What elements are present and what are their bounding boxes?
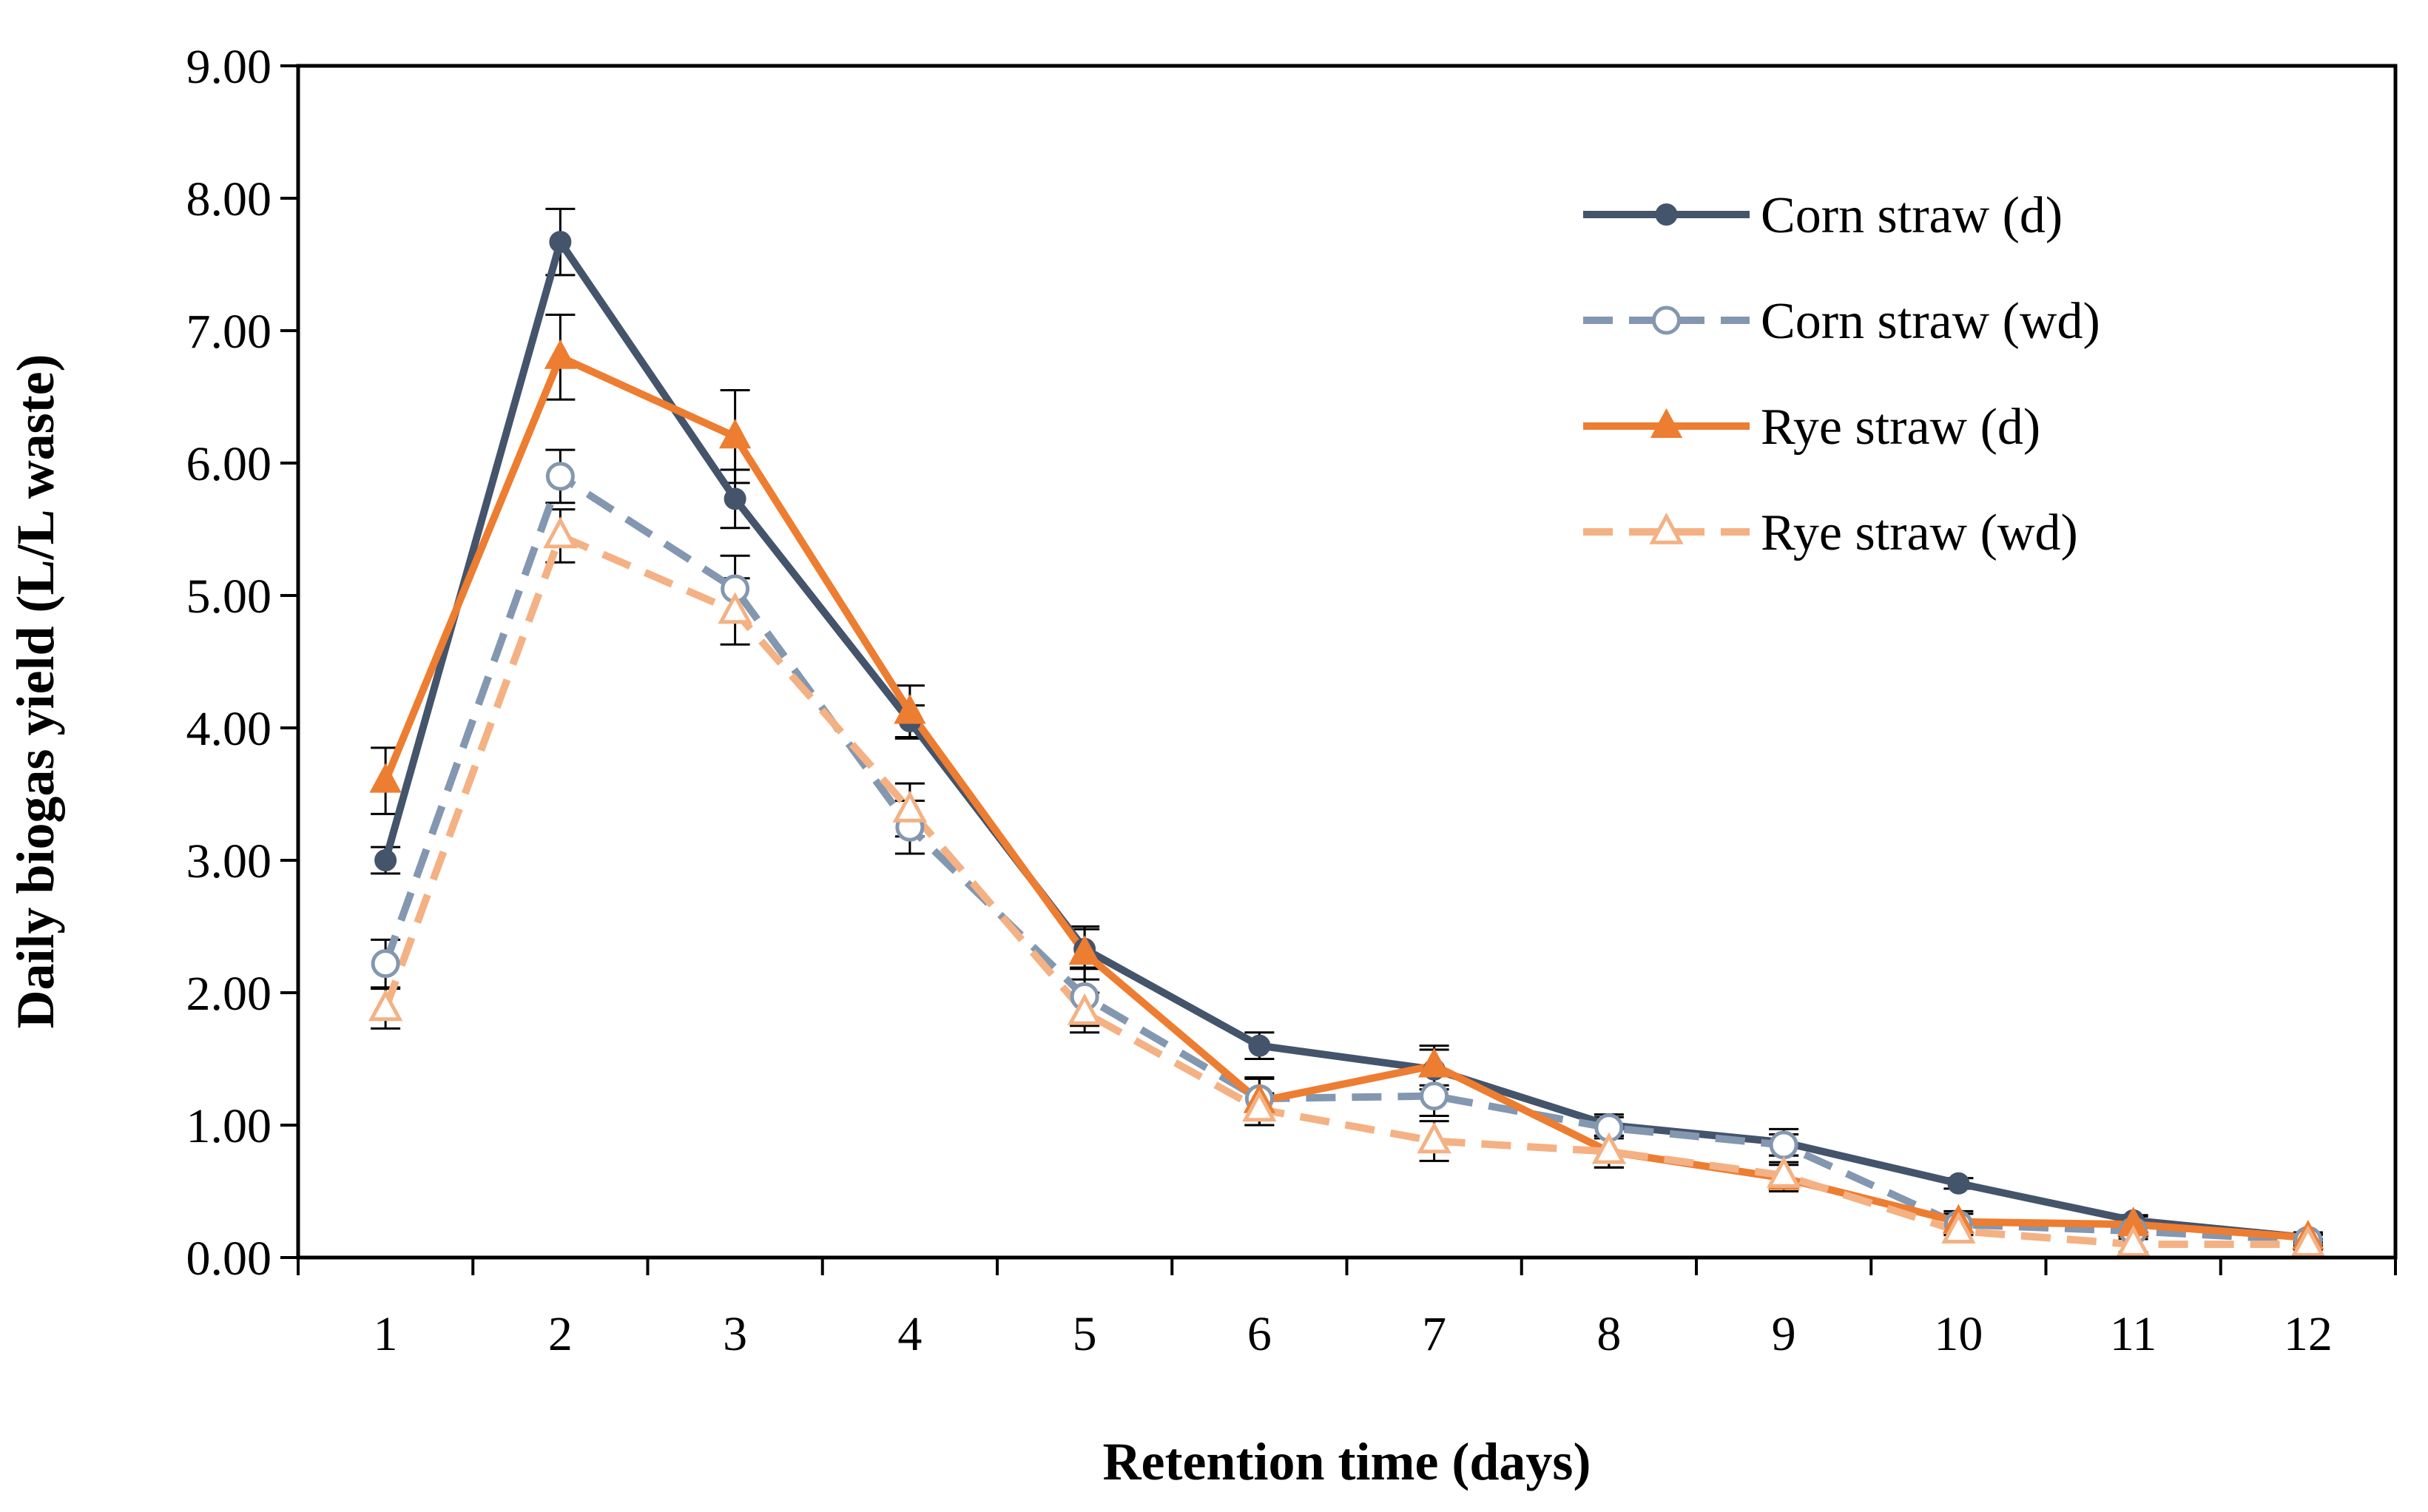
x-tick-label: 7 xyxy=(1422,1307,1446,1361)
y-tick-label: 8.00 xyxy=(186,172,272,226)
y-tick-label: 5.00 xyxy=(186,570,272,624)
y-tick-label: 2.00 xyxy=(186,967,272,1021)
x-tick-label: 1 xyxy=(374,1307,398,1361)
data-point xyxy=(1067,993,1102,1025)
data-point xyxy=(369,763,402,793)
x-tick-label: 12 xyxy=(2284,1307,2333,1361)
data-point xyxy=(1941,1212,1976,1243)
legend-marker xyxy=(1649,512,1684,544)
data-point xyxy=(2290,1224,2326,1257)
x-tick-label: 8 xyxy=(1596,1307,1621,1361)
y-tick-label: 7.00 xyxy=(186,305,272,359)
data-point xyxy=(718,592,752,624)
data-point xyxy=(1769,1130,1798,1160)
legend-item: Corn straw (wd) xyxy=(1583,293,2100,350)
legend-label: Rye straw (wd) xyxy=(1761,504,2078,561)
data-point xyxy=(1420,1081,1449,1111)
y-tick-label: 6.00 xyxy=(186,437,272,491)
legend: Corn straw (d) Corn straw (wd) Rye straw (… xyxy=(1583,187,2100,561)
y-tick-label: 9.00 xyxy=(186,40,272,94)
axes-layer: 0.00 1.00 2.00 3.00 4.00 5.00 6.00 7.00 8.00 9.00… xyxy=(186,40,2397,1361)
data-point xyxy=(718,419,752,449)
data-point xyxy=(1947,1172,1970,1195)
y-tick-label: 0.00 xyxy=(186,1232,272,1286)
legend-marker xyxy=(1655,203,1678,226)
error-bars-layer xyxy=(371,207,2323,1254)
data-point xyxy=(368,989,403,1022)
data-point xyxy=(1591,1132,1627,1164)
x-tick-label: 9 xyxy=(1772,1307,1796,1361)
x-tick-label: 5 xyxy=(1073,1307,1097,1361)
legend-marker xyxy=(1652,306,1681,335)
data-point xyxy=(724,487,746,510)
series-markers-layer xyxy=(368,231,2326,1257)
x-tick-label: 6 xyxy=(1247,1307,1272,1361)
y-axis-title: Daily biogas yield (L/L waste) xyxy=(6,354,65,1028)
data-point xyxy=(371,949,400,979)
x-tick-label: 10 xyxy=(1934,1307,1983,1361)
x-tick-label: 11 xyxy=(2110,1307,2157,1361)
data-point xyxy=(545,462,575,491)
data-point xyxy=(374,849,397,871)
series-line-3 xyxy=(382,353,2309,1242)
legend-marker xyxy=(1650,408,1683,438)
data-point xyxy=(543,516,578,549)
x-tick-label: 3 xyxy=(723,1307,747,1361)
plot-area-frame xyxy=(296,64,2398,1260)
legend-label: Rye straw (d) xyxy=(1761,399,2040,456)
x-tick-label: 2 xyxy=(548,1307,573,1361)
data-point xyxy=(1242,1090,1277,1122)
legend-item: Rye straw (d) xyxy=(1583,399,2040,456)
legend-label: Corn straw (d) xyxy=(1761,187,2063,244)
data-point xyxy=(544,339,577,369)
y-tick-label: 4.00 xyxy=(186,702,272,756)
series-line-4 xyxy=(382,532,2308,1249)
data-point xyxy=(2116,1224,2151,1257)
y-tick-label: 3.00 xyxy=(186,834,272,888)
data-point xyxy=(1068,935,1101,965)
x-tick-label: 4 xyxy=(897,1307,922,1361)
x-axis-title: Retention time (days) xyxy=(1103,1432,1591,1491)
data-point xyxy=(1417,1121,1451,1154)
data-point xyxy=(894,694,926,724)
legend-item: Rye straw (wd) xyxy=(1583,504,2078,561)
data-point xyxy=(1417,1047,1451,1078)
legend-label: Corn straw (wd) xyxy=(1761,293,2100,350)
legend-item: Corn straw (d) xyxy=(1583,187,2063,244)
data-point xyxy=(1248,1034,1271,1057)
data-point xyxy=(1766,1155,1801,1188)
data-point xyxy=(549,231,572,254)
data-point xyxy=(892,790,928,823)
series-lines-layer xyxy=(382,238,2309,1249)
y-tick-label: 1.00 xyxy=(186,1099,272,1153)
series-line-1 xyxy=(382,238,2309,1242)
